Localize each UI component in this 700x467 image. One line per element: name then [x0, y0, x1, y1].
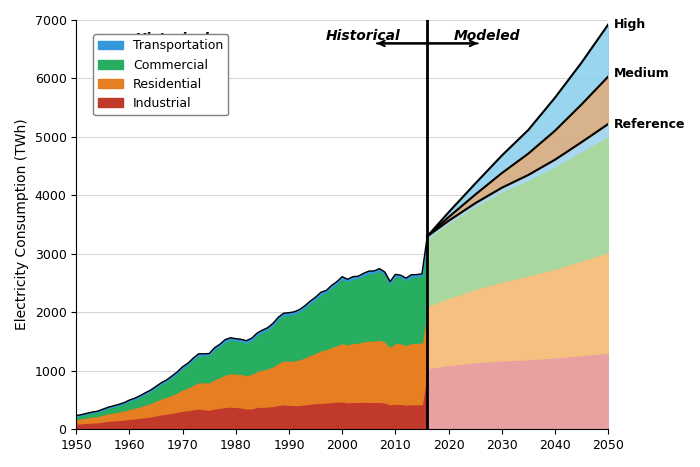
- Text: Historical: Historical: [326, 29, 400, 43]
- Text: High: High: [613, 18, 645, 31]
- Legend: Transportation, Commercial, Residential, Industrial: Transportation, Commercial, Residential,…: [93, 35, 228, 115]
- Text: Modeled: Modeled: [454, 29, 520, 43]
- Y-axis label: Electricity Consumption (TWh): Electricity Consumption (TWh): [15, 119, 29, 331]
- Text: Historical: Historical: [134, 32, 209, 46]
- Text: Reference: Reference: [613, 118, 685, 131]
- Text: Medium: Medium: [613, 67, 669, 80]
